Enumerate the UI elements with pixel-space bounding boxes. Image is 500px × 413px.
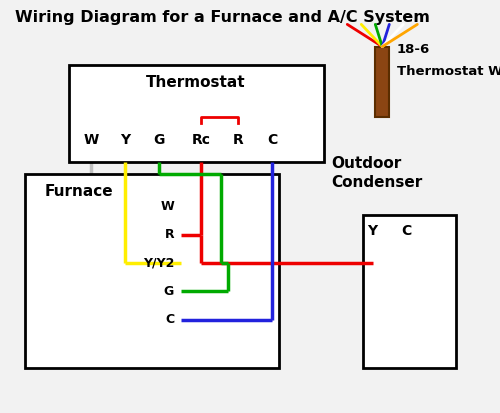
Text: Y: Y [368, 224, 378, 238]
Text: Rc: Rc [192, 133, 210, 147]
Text: Y: Y [120, 133, 130, 147]
Text: G: G [164, 285, 174, 298]
Bar [24, 174, 280, 368]
Text: Wiring Diagram for a Furnace and A/C System: Wiring Diagram for a Furnace and A/C Sys… [15, 10, 430, 25]
Text: G: G [154, 133, 165, 147]
Text: 18-6: 18-6 [396, 43, 430, 56]
Bar [362, 215, 456, 368]
Text: C: C [267, 133, 277, 147]
Text: R: R [164, 228, 174, 241]
Text: Outdoor
Condenser: Outdoor Condenser [331, 156, 422, 190]
Text: W: W [160, 200, 174, 213]
Text: Y/Y2: Y/Y2 [142, 256, 174, 270]
Text: C: C [165, 313, 174, 326]
Text: R: R [232, 133, 243, 147]
Text: Thermostat Wire: Thermostat Wire [396, 65, 500, 78]
Text: W: W [83, 133, 98, 147]
Text: Thermostat: Thermostat [146, 75, 246, 90]
Bar [68, 65, 324, 162]
Bar [376, 47, 389, 117]
Text: C: C [402, 224, 412, 238]
Text: Furnace: Furnace [44, 184, 113, 199]
